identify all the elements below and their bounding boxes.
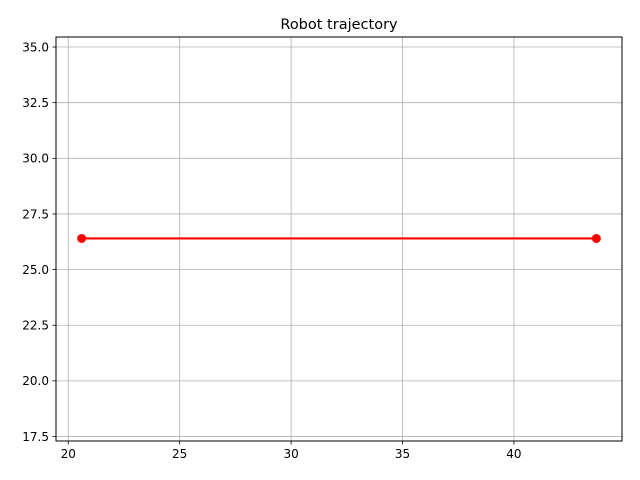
y-tick-label: 20.0: [22, 374, 49, 388]
chart-title: Robot trajectory: [280, 17, 398, 33]
trajectory-point: [591, 233, 601, 243]
y-axis: 17.5 20.0 22.5 25.0 27.5 30.0 32.5 35.0: [22, 40, 56, 444]
x-tick-label: 30: [283, 447, 298, 461]
y-tick-label: 22.5: [22, 319, 49, 333]
x-tick-label: 25: [172, 447, 187, 461]
y-tick-label: 17.5: [22, 430, 49, 444]
plot-frame: [55, 36, 623, 442]
x-tick-label: 35: [395, 447, 410, 461]
y-tick-label: 27.5: [22, 207, 49, 221]
trajectory-point: [77, 233, 87, 243]
x-tick-label: 40: [506, 447, 521, 461]
y-tick-label: 35.0: [22, 40, 49, 54]
x-tick-label: 20: [61, 447, 76, 461]
series-layer: [77, 233, 601, 243]
y-tick-label: 32.5: [22, 96, 49, 110]
x-axis: 20 25 30 35 40: [61, 441, 522, 461]
y-tick-label: 25.0: [22, 263, 49, 277]
y-tick-label: 30.0: [22, 152, 49, 166]
